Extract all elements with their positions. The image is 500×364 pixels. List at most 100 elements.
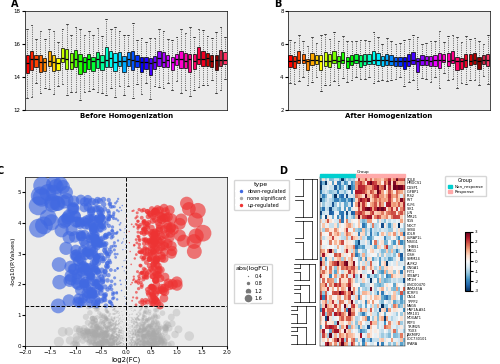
Point [142,327,150,333]
Point [117,340,125,345]
Point [126,342,134,348]
Point [110,333,118,339]
Point [137,306,145,312]
Point [100,330,108,336]
Point [110,315,118,321]
Point [98,331,106,337]
Point [96,326,104,332]
Point [80,281,88,287]
Point [108,337,116,343]
Point [120,337,128,343]
Point [92,242,100,248]
Point [126,340,134,345]
Point [143,332,151,338]
Point [150,295,158,301]
Point [100,312,108,318]
Point [148,320,156,326]
Bar [403,174,405,177]
Point [142,339,150,344]
Point [99,335,107,340]
Point [132,337,140,343]
Point [162,327,170,333]
Point [136,323,143,329]
Point [157,213,165,218]
Point [142,334,150,340]
Point [135,333,143,339]
Point [114,304,122,309]
Point [101,341,109,347]
Point [120,268,128,274]
Point [94,340,102,346]
Point [139,316,147,322]
Point [105,210,113,215]
Point [128,337,136,343]
Point [126,341,134,347]
Point [100,331,108,337]
Point [152,249,160,255]
Point [119,305,127,310]
Point [84,328,92,333]
Point [106,336,114,342]
Point [106,311,114,317]
Point [136,334,143,340]
Point [104,213,112,219]
PathPatch shape [126,52,130,66]
Point [74,219,82,225]
Point [124,329,132,335]
Point [89,290,97,296]
Point [140,320,147,326]
Point [90,292,98,298]
Point [120,341,128,347]
Point [119,336,127,342]
Point [138,230,145,236]
Point [100,337,108,343]
Point [160,295,168,301]
Point [100,197,108,202]
Point [120,230,128,236]
Point [114,333,122,339]
Point [96,336,104,341]
Point [128,339,136,345]
Point [118,326,126,332]
Point [122,300,130,306]
Point [104,333,112,339]
Point [101,269,109,275]
Point [106,337,114,343]
Point [128,298,136,304]
PathPatch shape [358,55,362,67]
Point [96,339,104,345]
Point [116,335,124,341]
Point [130,339,138,345]
Point [144,308,152,313]
Point [140,255,148,261]
Point [127,261,135,267]
Point [130,331,138,337]
Point [112,343,120,349]
Point [106,343,114,348]
PathPatch shape [486,54,490,66]
Point [129,340,137,345]
Point [123,326,131,332]
Point [128,332,136,338]
Point [86,233,94,239]
Point [150,241,158,246]
Point [116,329,124,335]
Point [142,325,150,331]
Point [88,222,96,228]
Point [161,274,169,280]
Point [128,342,136,348]
Point [108,342,116,348]
Point [118,330,126,336]
Point [119,336,127,341]
Point [108,334,116,340]
Point [147,266,155,272]
Point [126,304,134,309]
Point [103,316,111,322]
Point [86,253,94,259]
Point [116,331,124,337]
Point [140,321,148,327]
Point [100,342,108,348]
Point [150,328,158,334]
Point [120,328,128,334]
Point [110,321,118,327]
